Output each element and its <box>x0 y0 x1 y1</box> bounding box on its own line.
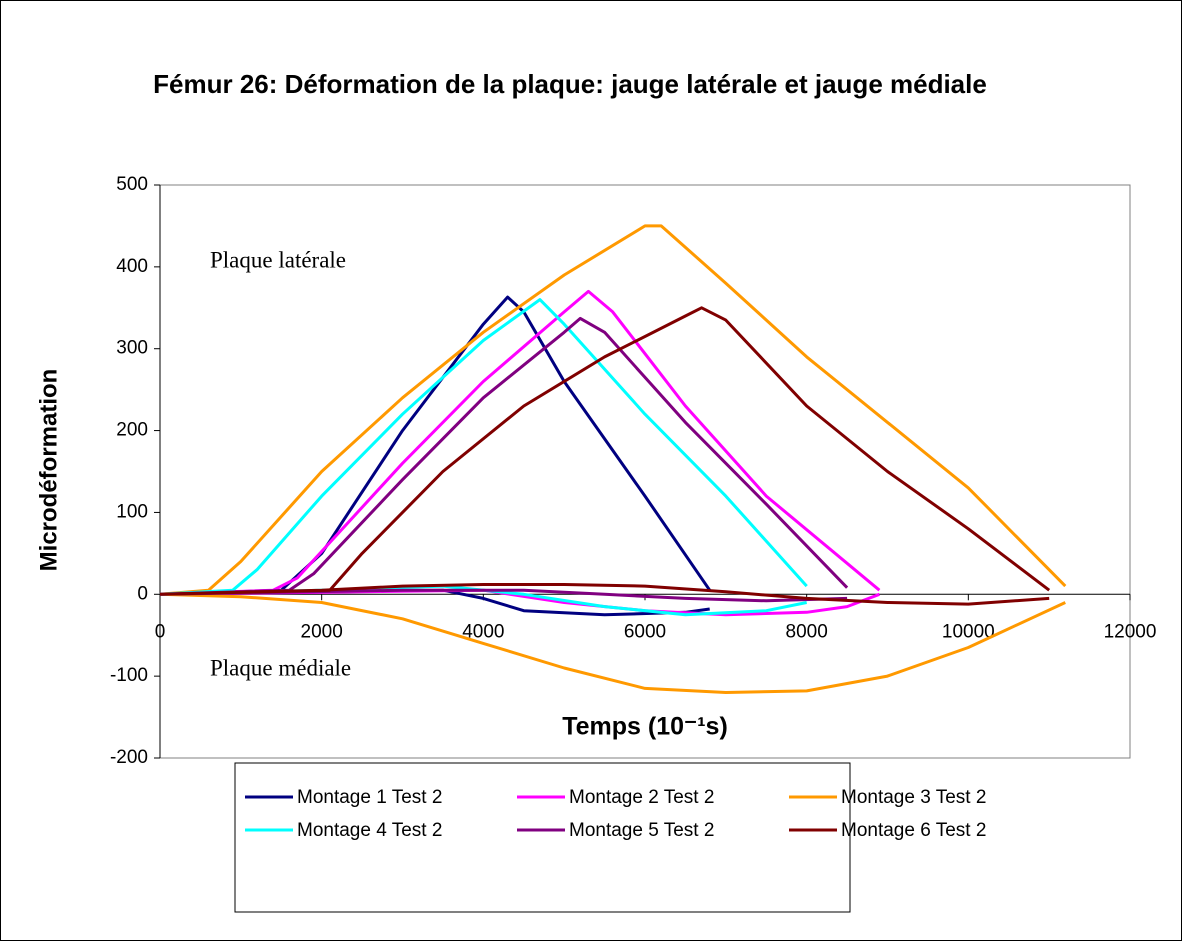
legend-label: Montage 6 Test 2 <box>841 820 986 841</box>
legend-label: Montage 5 Test 2 <box>569 820 714 841</box>
y-tick-label: 100 <box>116 501 148 522</box>
legend-label: Montage 2 Test 2 <box>569 787 714 808</box>
annotation: Plaque latérale <box>210 247 346 272</box>
legend-label: Montage 4 Test 2 <box>297 820 442 841</box>
legend-label: Montage 1 Test 2 <box>297 787 442 808</box>
x-tick-label: 0 <box>155 621 166 642</box>
x-axis-label: Temps (10⁻¹s) <box>562 713 728 741</box>
series-line <box>159 316 849 603</box>
chart-title: Fémur 26: Déformation de la plaque: jaug… <box>153 69 987 99</box>
y-tick-label: 200 <box>116 420 148 441</box>
x-tick-label: 10000 <box>942 621 995 642</box>
y-tick-label: 400 <box>116 256 148 277</box>
y-tick-label: -200 <box>110 747 148 768</box>
y-tick-label: -100 <box>110 665 148 686</box>
x-tick-label: 2000 <box>301 621 343 642</box>
x-tick-label: 6000 <box>624 621 666 642</box>
series-line <box>159 289 881 617</box>
y-tick-label: 500 <box>116 174 148 195</box>
y-axis-label: Microdéformation <box>35 369 62 572</box>
x-tick-label: 4000 <box>462 621 504 642</box>
annotation: Plaque médiale <box>210 655 351 680</box>
y-tick-label: 0 <box>137 583 148 604</box>
series-line <box>159 224 1067 694</box>
legend-label: Montage 3 Test 2 <box>841 787 986 808</box>
series-line <box>159 298 808 617</box>
x-tick-label: 8000 <box>786 621 828 642</box>
legend-box <box>234 762 851 913</box>
y-tick-label: 300 <box>116 338 148 359</box>
x-tick-label: 12000 <box>1104 621 1157 642</box>
series-line <box>159 306 1051 606</box>
